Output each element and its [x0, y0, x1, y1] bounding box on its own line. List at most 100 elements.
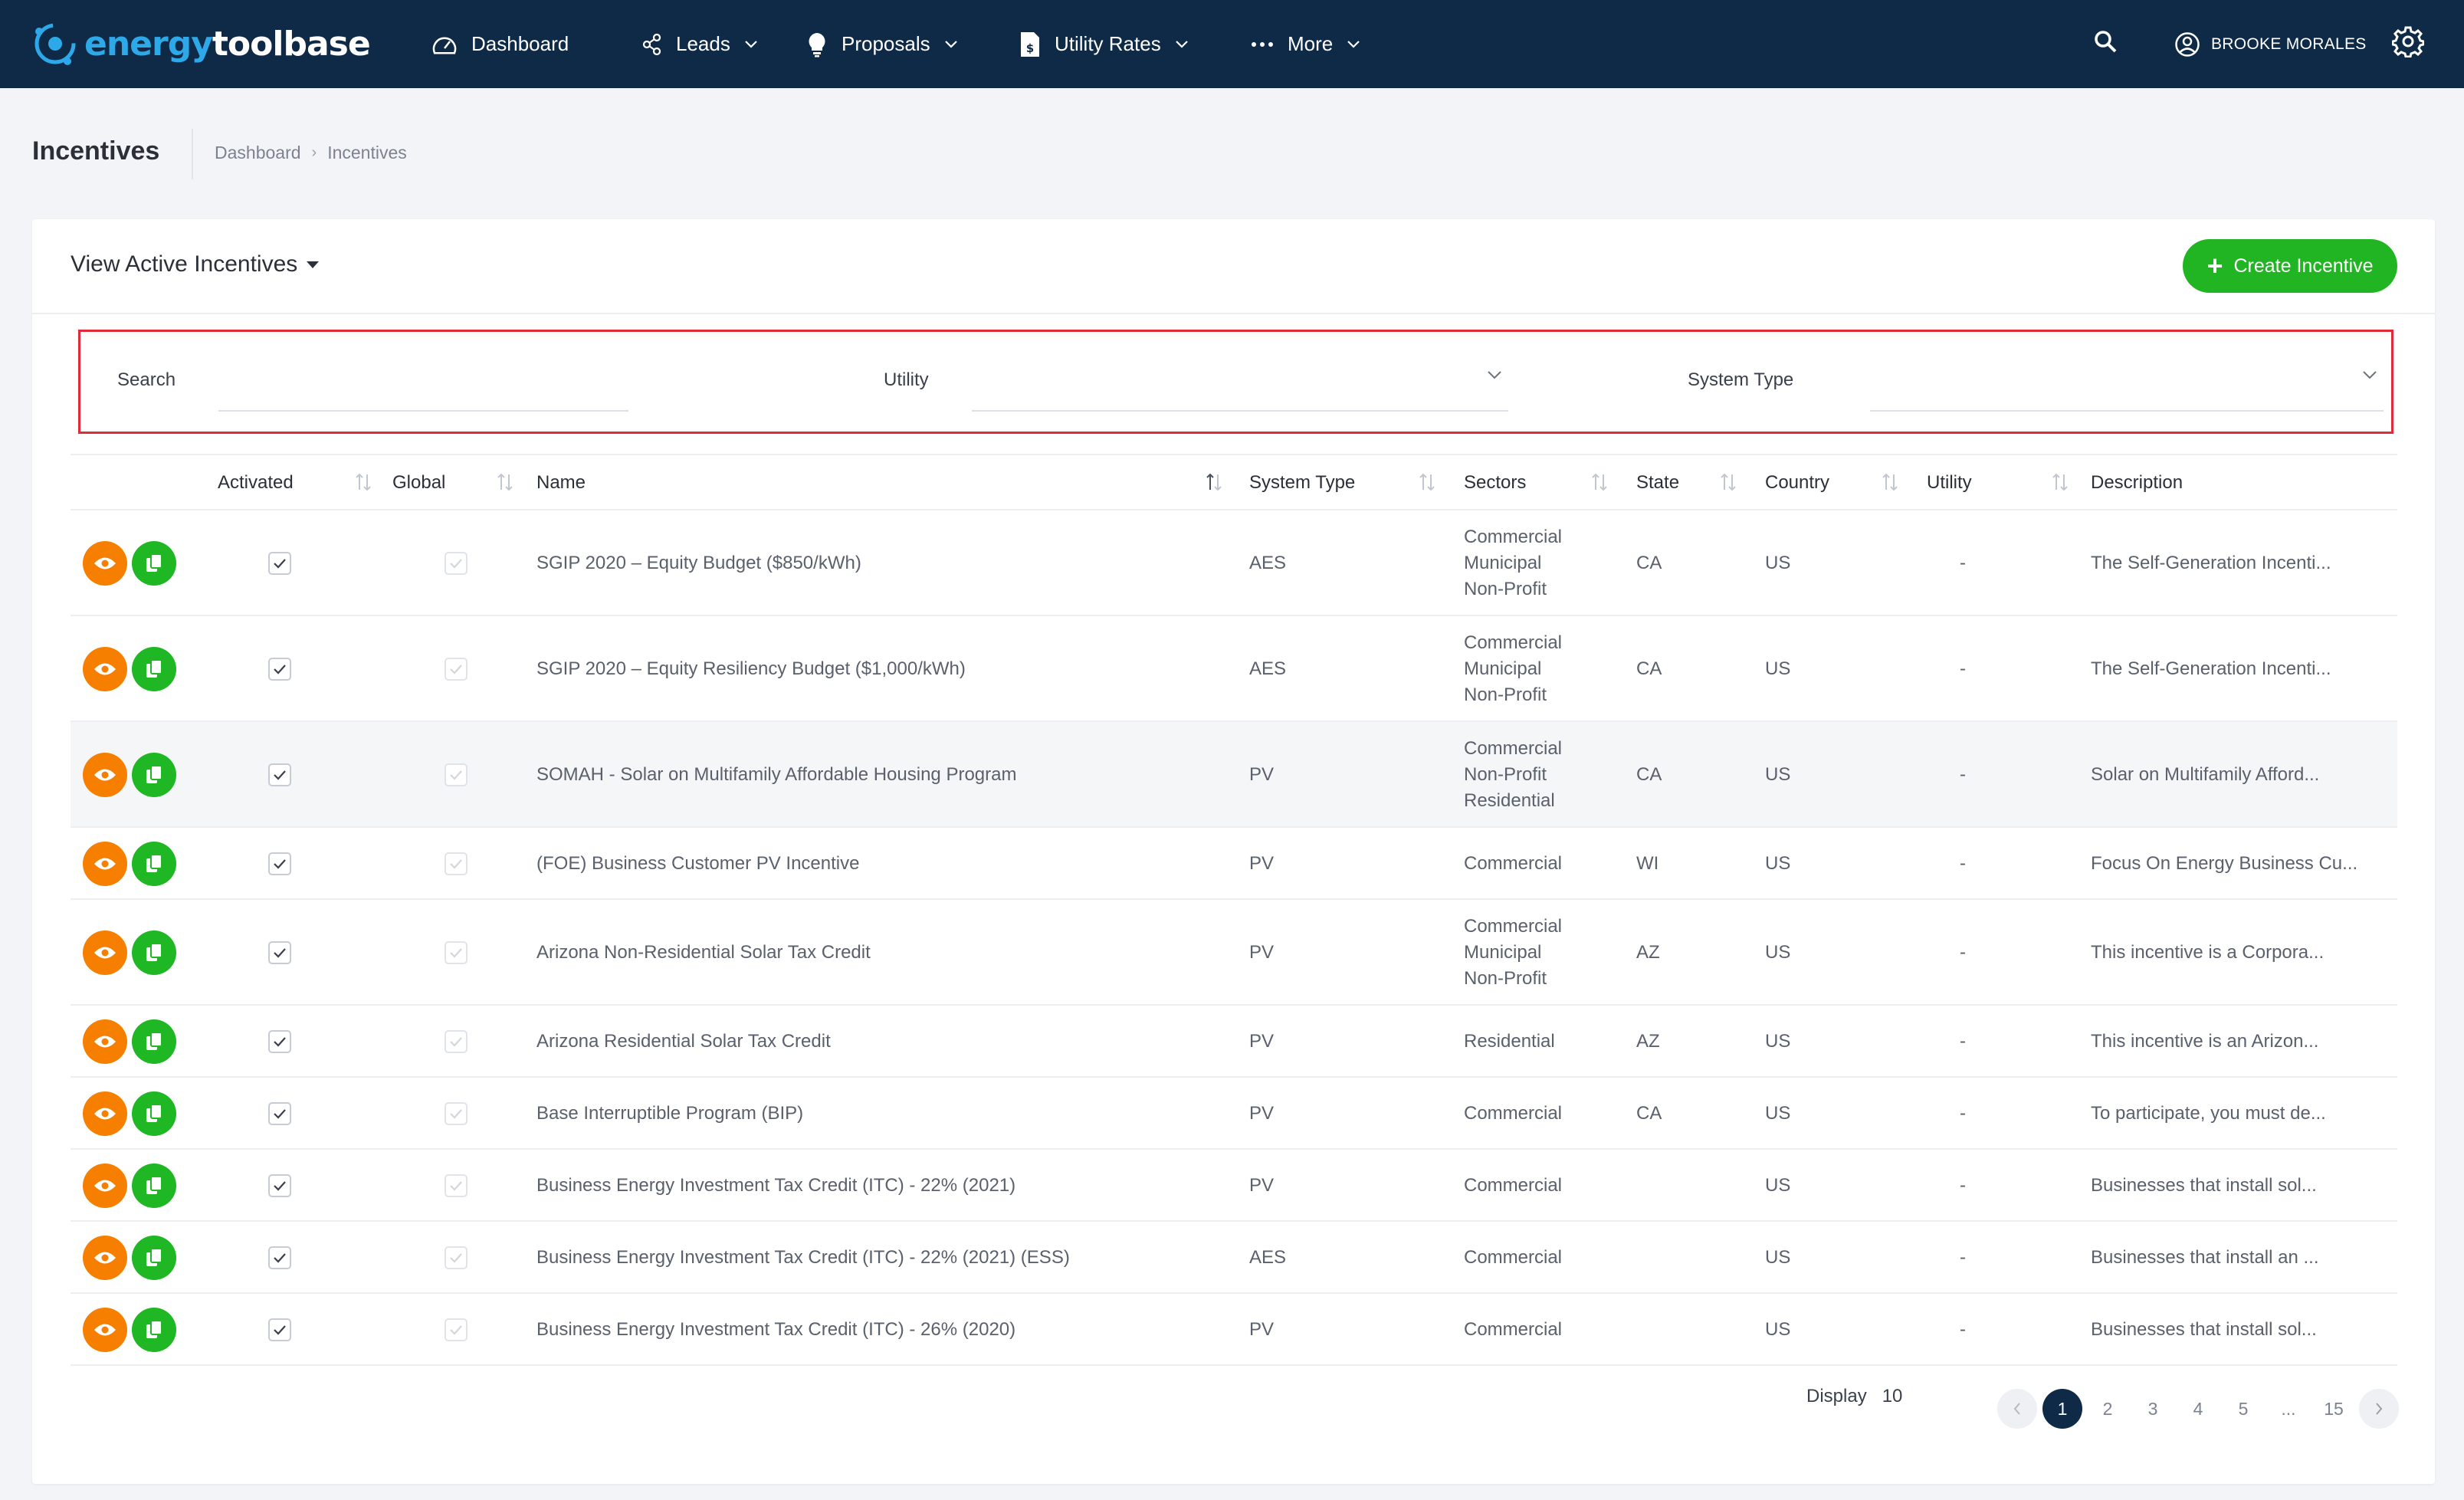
country-value: US [1765, 1247, 1791, 1268]
copy-incentive-button[interactable] [132, 753, 176, 797]
table-row[interactable]: SGIP 2020 – Equity Resiliency Budget ($1… [71, 616, 2397, 722]
display-value[interactable]: 10 [1882, 1386, 1903, 1406]
page-button[interactable]: 3 [2147, 1398, 2158, 1419]
sort-icon[interactable] [1590, 472, 1609, 492]
user-menu[interactable]: BROOKE MORALES [2174, 0, 2367, 88]
next-page-button[interactable] [2359, 1389, 2399, 1429]
copy-incentive-button[interactable] [132, 1236, 176, 1280]
sector-item: Non-Profit [1464, 968, 1547, 989]
copy-incentive-button[interactable] [132, 647, 176, 691]
sort-icon[interactable] [1881, 472, 1899, 492]
view-incentive-button[interactable] [83, 1236, 127, 1280]
incentive-name[interactable]: Business Energy Investment Tax Credit (I… [536, 1247, 1070, 1268]
gear-icon[interactable] [2392, 25, 2424, 57]
column-header-utility[interactable]: Utility [1927, 472, 1972, 493]
sort-icon[interactable] [496, 472, 514, 492]
description-value: Businesses that install sol... [2091, 1175, 2317, 1196]
page-button[interactable]: 1 [2042, 1389, 2082, 1429]
incentive-name[interactable]: Arizona Residential Solar Tax Credit [536, 1031, 831, 1052]
view-incentive-button[interactable] [83, 1019, 127, 1064]
nav-more[interactable]: More [1251, 0, 1360, 88]
column-header-description[interactable]: Description [2091, 472, 2183, 493]
incentive-name[interactable]: (FOE) Business Customer PV Incentive [536, 853, 860, 874]
column-header-global[interactable]: Global [392, 472, 446, 493]
page-button[interactable]: 4 [2193, 1398, 2203, 1419]
view-incentive-button[interactable] [83, 1164, 127, 1208]
view-incentive-button[interactable] [83, 753, 127, 797]
activated-checkbox[interactable] [268, 1102, 291, 1125]
activated-checkbox[interactable] [268, 552, 291, 575]
copy-incentive-button[interactable] [132, 931, 176, 975]
view-incentive-button[interactable] [83, 541, 127, 586]
copy-incentive-button[interactable] [132, 1019, 176, 1064]
search-icon[interactable] [2092, 28, 2118, 54]
search-input[interactable] [218, 349, 628, 410]
svg-text:$: $ [1026, 41, 1034, 55]
copy-incentive-button[interactable] [132, 842, 176, 886]
table-row[interactable]: Business Energy Investment Tax Credit (I… [71, 1222, 2397, 1294]
view-incentive-button[interactable] [83, 842, 127, 886]
activated-checkbox[interactable] [268, 658, 291, 681]
activated-checkbox[interactable] [268, 941, 291, 964]
table-row[interactable]: Arizona Residential Solar Tax Credit PV Re… [71, 1006, 2397, 1078]
table-row[interactable]: Business Energy Investment Tax Credit (I… [71, 1294, 2397, 1366]
column-header-sectors[interactable]: Sectors [1464, 472, 1527, 493]
table-row[interactable]: SGIP 2020 – Equity Budget ($850/kWh) AES C… [71, 510, 2397, 616]
sort-ascending-icon[interactable] [1205, 472, 1223, 492]
display-count[interactable]: Display 10 [1806, 1386, 1902, 1407]
activated-checkbox[interactable] [268, 763, 291, 786]
breadcrumb-dashboard[interactable]: Dashboard [215, 143, 301, 162]
view-incentive-button[interactable] [83, 931, 127, 975]
nav-proposals[interactable]: Proposals [806, 0, 958, 88]
view-incentive-button[interactable] [83, 1091, 127, 1136]
create-incentive-button[interactable]: + Create Incentive [2183, 239, 2397, 293]
copy-incentive-button[interactable] [132, 541, 176, 586]
sort-icon[interactable] [2051, 472, 2069, 492]
nav-dashboard[interactable]: Dashboard [431, 0, 569, 88]
page-button[interactable]: 2 [2102, 1398, 2113, 1419]
brand-logo[interactable]: energytoolbase [29, 14, 371, 74]
incentive-name[interactable]: Base Interruptible Program (BIP) [536, 1103, 804, 1124]
incentive-name[interactable]: SGIP 2020 – Equity Resiliency Budget ($1… [536, 658, 966, 679]
table-row[interactable]: Base Interruptible Program (BIP) PV Commer… [71, 1078, 2397, 1150]
incentive-name[interactable]: SOMAH - Solar on Multifamily Affordable … [536, 764, 1017, 785]
copy-incentive-button[interactable] [132, 1308, 176, 1352]
page-button[interactable]: 5 [2238, 1398, 2249, 1419]
nav-leads[interactable]: Leads [642, 0, 758, 88]
activated-checkbox[interactable] [268, 852, 291, 875]
sort-icon[interactable] [1719, 472, 1737, 492]
copy-incentive-button[interactable] [132, 1091, 176, 1136]
activated-checkbox[interactable] [268, 1246, 291, 1269]
search-field [218, 349, 628, 412]
copy-incentive-button[interactable] [132, 1164, 176, 1208]
column-header-country[interactable]: Country [1765, 472, 1830, 493]
column-header-activated[interactable]: Activated [218, 472, 294, 493]
sort-icon[interactable] [1418, 472, 1436, 492]
view-active-incentives-dropdown[interactable]: View Active Incentives [71, 251, 320, 277]
activated-checkbox[interactable] [268, 1174, 291, 1197]
table-row[interactable]: SOMAH - Solar on Multifamily Affordable … [71, 722, 2397, 828]
view-incentive-button[interactable] [83, 1308, 127, 1352]
table-row[interactable]: Business Energy Investment Tax Credit (I… [71, 1150, 2397, 1222]
column-header-system-type[interactable]: System Type [1249, 472, 1356, 493]
incentive-name[interactable]: Business Energy Investment Tax Credit (I… [536, 1319, 1016, 1340]
sort-icon[interactable] [354, 472, 372, 492]
table-row[interactable]: (FOE) Business Customer PV Incentive PV Co… [71, 828, 2397, 900]
column-header-state[interactable]: State [1636, 472, 1680, 493]
previous-page-button[interactable] [1997, 1389, 2037, 1429]
view-incentive-button[interactable] [83, 647, 127, 691]
system-type-select[interactable] [1870, 349, 2384, 412]
incentive-name[interactable]: SGIP 2020 – Equity Budget ($850/kWh) [536, 553, 861, 573]
incentive-name[interactable]: Business Energy Investment Tax Credit (I… [536, 1175, 1016, 1196]
activated-checkbox[interactable] [268, 1318, 291, 1341]
checkmark-icon [450, 859, 462, 869]
table-row[interactable]: Arizona Non-Residential Solar Tax Credit… [71, 900, 2397, 1006]
page-button[interactable]: 15 [2324, 1398, 2344, 1419]
activated-checkbox[interactable] [268, 1030, 291, 1053]
description-value: Focus On Energy Business Cu... [2091, 853, 2358, 874]
utility-select[interactable] [972, 349, 1508, 412]
column-header-name[interactable]: Name [536, 472, 586, 493]
nav-utility-rates[interactable]: $ Utility Rates [1019, 0, 1189, 88]
lightbulb-icon [809, 32, 825, 57]
incentive-name[interactable]: Arizona Non-Residential Solar Tax Credit [536, 942, 871, 963]
